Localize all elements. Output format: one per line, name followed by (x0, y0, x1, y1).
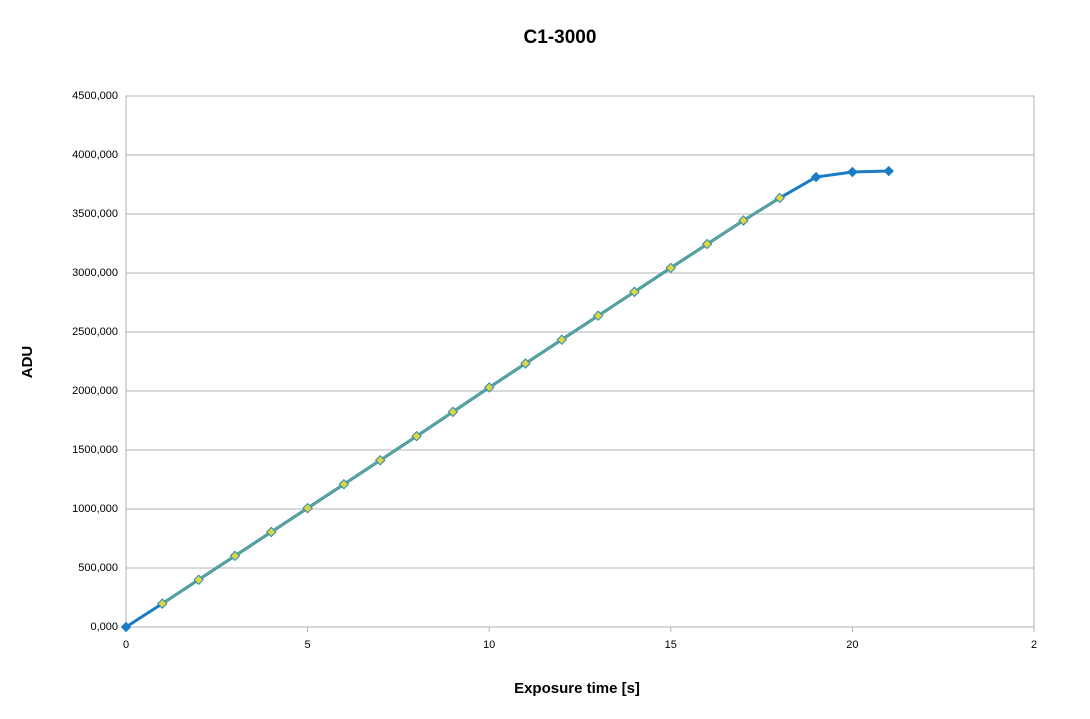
data-point (665, 262, 677, 274)
data-point (411, 430, 422, 442)
data-point (556, 334, 568, 345)
plot-border (125, 95, 1035, 628)
data-point (774, 192, 785, 204)
data-point (629, 286, 640, 298)
y-axis-title: ADU (19, 346, 36, 379)
data-point (266, 526, 277, 538)
x-tick-label: 15 (665, 639, 677, 651)
data-point (520, 358, 531, 369)
data-point (810, 171, 822, 183)
y-tick-label: 3500,000 (72, 208, 118, 220)
data-point (375, 455, 386, 466)
data-point (701, 238, 713, 250)
data-point (302, 502, 313, 514)
y-tick-label: 4000,000 (72, 149, 118, 161)
data-point (592, 310, 604, 321)
series-line (161, 197, 781, 605)
data-point (157, 598, 168, 609)
y-tick-label: 500,000 (78, 562, 118, 574)
y-tick-label: 0,000 (90, 621, 118, 633)
y-tick-label: 2000,000 (72, 385, 118, 397)
y-tick-label: 1000,000 (72, 503, 118, 515)
data-point (738, 215, 749, 226)
data-point (229, 550, 241, 562)
y-tick-label: 3000,000 (72, 267, 118, 279)
data-point (883, 165, 894, 177)
x-axis-title: Exposure time [s] (514, 680, 640, 697)
x-tick-label: 5 (305, 639, 311, 651)
data-point (193, 574, 204, 586)
series-line (125, 169, 889, 629)
data-point (338, 479, 350, 490)
x-tick-label: 2 (1031, 639, 1037, 651)
y-tick-label: 2500,000 (72, 326, 118, 338)
x-tick-label: 0 (123, 639, 129, 651)
data-point (483, 382, 495, 393)
x-tick-label: 20 (846, 639, 858, 651)
y-tick-label: 4500,000 (72, 90, 118, 102)
x-tick-label: 10 (483, 639, 495, 651)
y-tick-label: 1500,000 (72, 444, 118, 456)
data-point (447, 406, 459, 418)
chart-title: C1-3000 (524, 27, 597, 48)
data-point (847, 166, 858, 178)
data-point (120, 621, 132, 633)
